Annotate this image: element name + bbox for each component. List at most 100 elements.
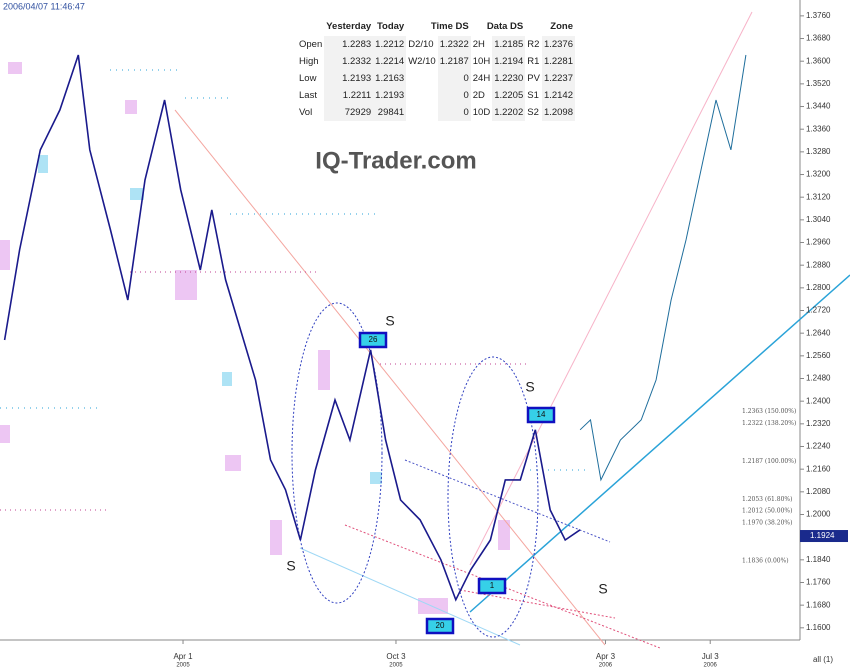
wave-box [425,617,455,635]
x-tick-year: 2006 [599,663,613,667]
table-cell: 1.2237 [541,70,575,87]
y-tick-label: 1.3200 [806,170,831,179]
x-tick-label: Jul 3 [702,652,719,661]
table-row: Vol 72929 29841 0 10D 1.2202 S2 1.2098 [297,104,575,121]
wave-box [358,331,388,349]
table-header: Yesterday [326,20,372,32]
wave-marker: S [598,581,607,597]
fib-label: 1.2322 (138.20%) [742,420,796,427]
table-cell: 1.2142 [541,87,575,104]
wave-count: 1 [490,581,495,590]
table-cell: 1.2187 [437,53,471,70]
x-tick-label: Apr 1 [173,652,193,661]
wave-box [526,406,556,424]
y-tick-label: 1.1760 [806,578,831,587]
wave-marker: S [385,313,394,329]
table-row: Open 1.2283 1.2212 D2/10 1.2322 2H 1.2185 R2 1.2… [297,36,575,53]
table-cell: 1.2193 [373,87,407,104]
table-cell: S1 [527,90,539,101]
y-tick-label: 1.3040 [806,215,831,224]
table-cell [406,87,437,104]
fib-label: 1.2053 (61.80%) [742,496,792,503]
table-header: Zone [550,20,573,32]
table-cell: 1.2098 [541,104,575,121]
x-tick-year: 2006 [704,663,718,667]
table-corner [297,16,324,36]
wave-count: 20 [436,621,445,630]
table-cell: 1.2163 [373,70,407,87]
volume-profile-cyan [38,155,382,484]
table-cell: R1 [527,56,540,67]
table-cell: High [299,56,319,67]
y-tick-label: 1.3440 [806,102,831,111]
table-header: Data DS [486,20,524,32]
table-cell: 1.2214 [373,53,407,70]
y-tick-label: 1.3680 [806,34,831,43]
wave-box [477,577,507,595]
table-cell: Low [299,73,317,84]
price-line [3,54,581,602]
table-cell: Open [299,39,323,50]
x-tick-label: Apr 3 [596,652,616,661]
table-cell: 1.2376 [541,36,575,53]
table-cell: 1.2322 [437,36,471,53]
table-cell: W2/10 [408,56,436,67]
table-cell: R2 [527,39,540,50]
watermark: IQ-Trader.com [315,147,476,174]
y-tick-label: 1.2880 [806,260,831,269]
table-cell: 1.2281 [541,53,575,70]
x-tick-label: Oct 3 [386,652,406,661]
table-cell [406,70,437,87]
table-cell: 72929 [324,104,374,121]
fib-label: 1.2012 (50.00%) [742,508,792,515]
price-line [579,54,747,482]
table-cell: 2H [472,39,485,50]
y-tick-label: 1.2800 [806,283,831,292]
table-cell: 1.2283 [324,36,374,53]
x-tick-year: 2005 [176,663,190,667]
last-price-label: 1.1924 [810,531,835,540]
table-cell: 1.2193 [324,70,374,87]
wave-count: 14 [537,410,546,419]
table-row: Low 1.2193 1.2163 0 24H 1.2230 PV 1.2237 [297,70,575,87]
table-cell: 1.2212 [373,36,407,53]
y-tick-label: 1.2560 [806,351,831,360]
table-row: Last 1.2211 1.2193 0 2D 1.2205 S1 1.2142 [297,87,575,104]
table-cell: 10H [472,56,491,67]
last-price-tag [800,530,848,543]
table-cell: 1.2211 [324,87,374,104]
volume-profile [0,62,510,614]
wave-marker: S [286,558,295,574]
table-cell: Vol [299,107,313,118]
table-header: Time DS [430,20,469,32]
table-row: High 1.2332 1.2214 W2/10 1.2187 10H 1.2194 R1 1.… [297,53,575,70]
y-tick-label: 1.1600 [806,623,831,632]
table-cell: 1.2202 [492,104,526,121]
table-cell: 1.2230 [492,70,526,87]
table-cell: 1.2205 [492,87,526,104]
y-tick-label: 1.2720 [806,306,831,315]
y-tick-label: 1.2320 [806,419,831,428]
y-tick-label: 1.2640 [806,328,831,337]
y-tick-label: 1.2480 [806,374,831,383]
table-cell: 29841 [373,104,407,121]
wave-count: 26 [369,335,378,344]
x-tick-year: 2005 [389,663,403,667]
fib-label: 1.1970 (38.20%) [742,519,792,526]
y-tick-label: 1.3120 [806,192,831,201]
table-cell: 10D [472,107,491,118]
y-tick-label: 1.1840 [806,555,831,564]
y-tick-label: 1.2000 [806,510,831,519]
y-tick-label: 1.3760 [806,11,831,20]
fib-label: 1.1836 (0.00%) [742,557,789,564]
table-cell: 0 [437,70,471,87]
wave-marker: S [525,379,534,395]
table-cell: S2 [527,107,539,118]
table-cell: D2/10 [408,39,434,50]
table-cell: 1.2194 [492,53,526,70]
fib-label: 1.2187 (100.00%) [742,458,796,465]
trend-lines [0,11,850,649]
y-tick-label: 1.2240 [806,442,831,451]
y-tick-label: 1.3280 [806,147,831,156]
